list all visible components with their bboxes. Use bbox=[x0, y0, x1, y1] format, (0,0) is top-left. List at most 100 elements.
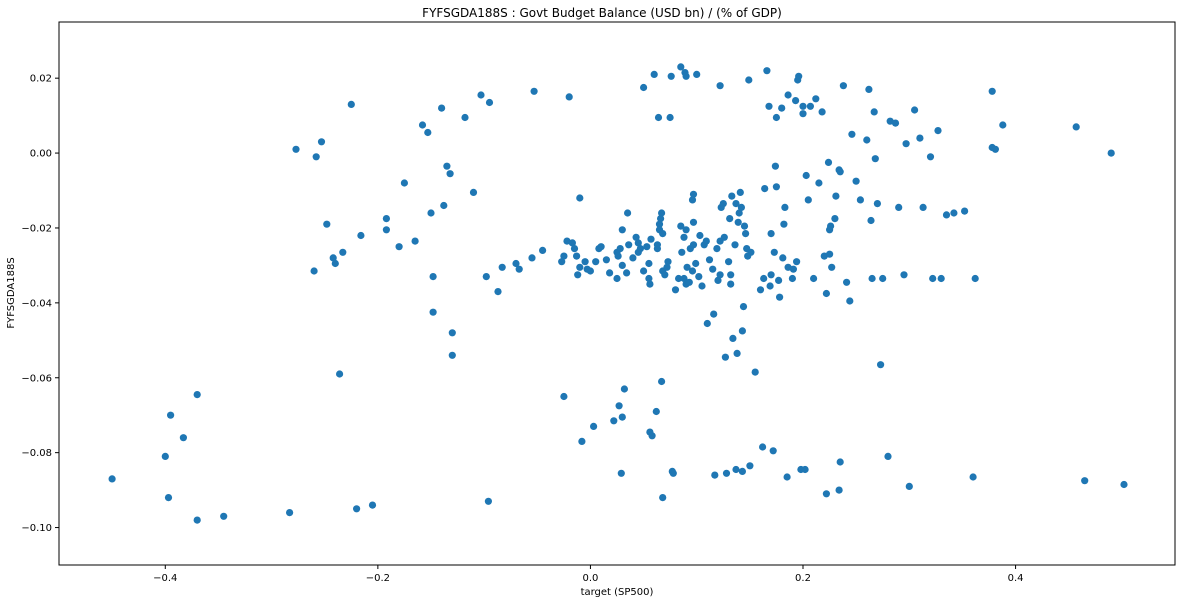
scatter-point bbox=[721, 353, 730, 361]
scatter-point bbox=[615, 402, 623, 410]
scatter-point bbox=[756, 286, 765, 294]
scatter-point bbox=[645, 259, 653, 268]
scatter-point bbox=[438, 104, 446, 112]
scatter-point bbox=[734, 218, 742, 226]
scatter-point bbox=[683, 263, 691, 271]
scatter-point bbox=[312, 153, 320, 161]
scatter-point bbox=[655, 220, 664, 228]
scatter-point bbox=[648, 432, 656, 440]
scatter-point bbox=[323, 220, 331, 228]
scatter-point bbox=[826, 250, 834, 258]
scatter-point bbox=[802, 171, 810, 180]
scatter-point bbox=[677, 222, 685, 230]
scatter-point bbox=[573, 252, 581, 260]
scatter-point bbox=[418, 121, 427, 129]
scatter-point bbox=[793, 258, 801, 266]
scatter-point bbox=[739, 303, 748, 311]
scatter-point bbox=[729, 334, 737, 342]
scatter-point bbox=[640, 267, 648, 275]
scatter-point bbox=[824, 158, 833, 166]
scatter-point bbox=[623, 269, 631, 277]
scatter-point bbox=[576, 263, 584, 271]
scatter-point bbox=[810, 274, 818, 283]
scatter-point bbox=[161, 452, 169, 460]
scatter-point bbox=[494, 288, 502, 296]
scatter-point bbox=[682, 72, 690, 80]
scatter-point bbox=[659, 230, 667, 238]
scatter-point bbox=[530, 87, 538, 95]
scatter-point bbox=[347, 100, 355, 108]
scatter-point bbox=[164, 494, 173, 502]
scatter-point bbox=[680, 274, 688, 283]
scatter-point bbox=[780, 220, 788, 228]
scatter-point bbox=[801, 465, 809, 474]
scatter-point bbox=[498, 263, 506, 271]
scatter-point bbox=[336, 370, 344, 378]
scatter-point bbox=[618, 413, 626, 421]
scatter-point bbox=[788, 274, 797, 283]
scatter-point bbox=[769, 447, 777, 455]
scatter-point bbox=[613, 274, 621, 283]
scatter-point bbox=[742, 230, 750, 238]
scatter-point bbox=[737, 203, 746, 211]
scatter-point bbox=[760, 274, 768, 283]
scatter-point bbox=[799, 102, 807, 110]
scatter-point bbox=[666, 113, 674, 122]
scatter-point bbox=[688, 196, 697, 204]
scatter-point bbox=[835, 486, 843, 494]
scatter-point bbox=[606, 269, 614, 277]
scatter-point bbox=[911, 106, 919, 114]
scatter-point bbox=[747, 248, 755, 256]
y-tick-label: 0.00 bbox=[30, 149, 52, 160]
scatter-point bbox=[658, 209, 666, 217]
scatter-point bbox=[792, 97, 800, 105]
scatter-point bbox=[738, 327, 747, 335]
scatter-point bbox=[726, 215, 734, 223]
scatter-point bbox=[597, 243, 605, 251]
scatter-point bbox=[669, 469, 677, 477]
scatter-point bbox=[832, 192, 840, 200]
scatter-point bbox=[685, 278, 693, 286]
scatter-point bbox=[822, 490, 831, 498]
scatter-point bbox=[988, 87, 996, 95]
scatter-point bbox=[647, 235, 655, 243]
scatter-point bbox=[999, 121, 1007, 129]
scatter-point bbox=[783, 473, 791, 481]
scatter-point bbox=[725, 258, 733, 266]
scatter-point bbox=[818, 108, 826, 116]
scatter-point bbox=[193, 516, 201, 524]
scatter-point bbox=[919, 203, 927, 211]
scatter-point bbox=[891, 119, 900, 127]
scatter-point bbox=[448, 351, 456, 359]
x-tick-label: 0.0 bbox=[582, 573, 598, 584]
x-axis-ticks: −0.4 −0.2 0.0 0.2 0.4 bbox=[153, 565, 1024, 584]
scatter-point bbox=[831, 215, 839, 223]
scatter-point bbox=[870, 108, 878, 116]
scatter-point bbox=[624, 209, 632, 217]
scatter-point bbox=[634, 239, 642, 247]
scatter-point bbox=[751, 368, 759, 376]
scatter-point bbox=[620, 385, 629, 393]
scatter-point bbox=[682, 226, 690, 234]
scatter-point bbox=[781, 203, 789, 211]
scatter-point bbox=[822, 289, 831, 298]
scatter-point bbox=[689, 241, 698, 249]
scatter-point bbox=[614, 252, 622, 260]
scatter-point bbox=[357, 231, 365, 240]
scatter-point bbox=[678, 248, 686, 256]
scatter-point bbox=[950, 209, 958, 217]
scatter-point bbox=[446, 170, 454, 178]
scatter-point bbox=[618, 261, 626, 269]
scatter-point bbox=[560, 252, 568, 260]
scatter-point bbox=[382, 226, 390, 234]
scatter-point bbox=[732, 465, 740, 474]
plot-area-frame bbox=[58, 21, 1176, 566]
scatter-point bbox=[705, 256, 714, 264]
scatter-point bbox=[477, 91, 485, 99]
scatter-point bbox=[400, 179, 408, 187]
scatter-point bbox=[424, 128, 432, 137]
scatter-point bbox=[942, 211, 951, 219]
scatter-point bbox=[926, 153, 935, 161]
